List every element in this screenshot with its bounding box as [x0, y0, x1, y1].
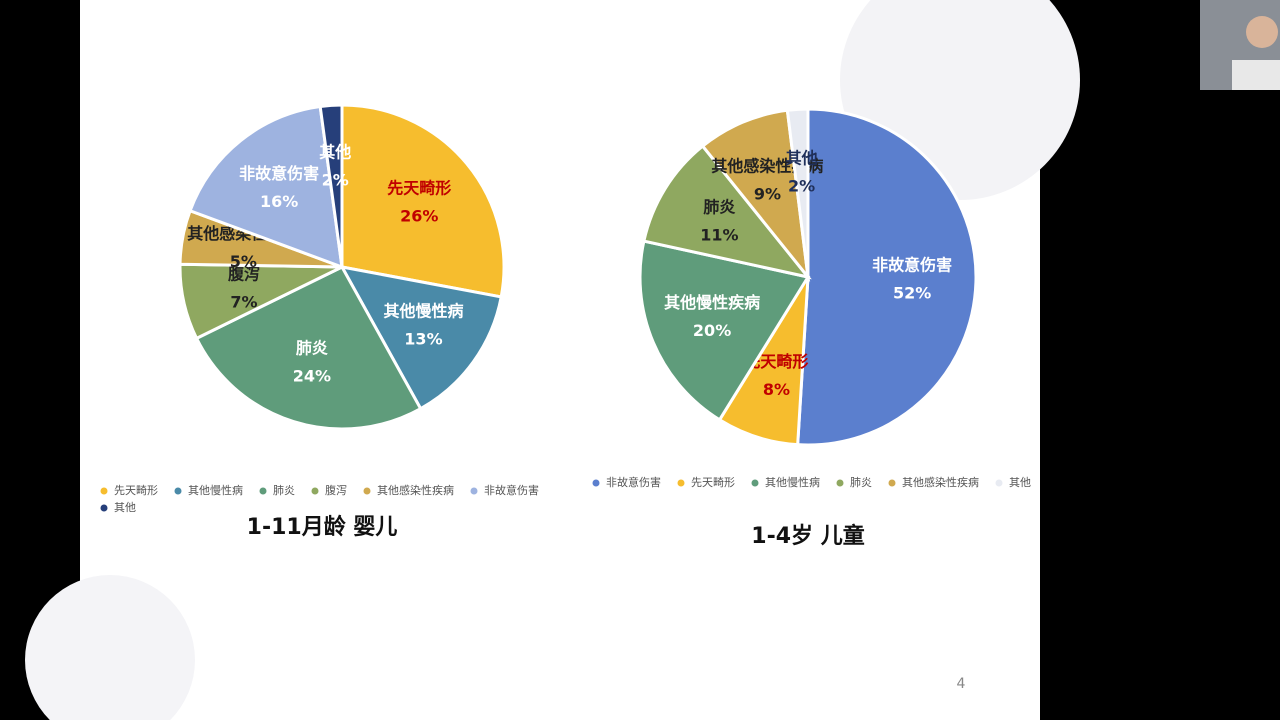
legend-marker: [100, 487, 108, 495]
pie-slice: [340, 103, 506, 299]
legend-text: 其他: [114, 501, 136, 514]
legend-text: 其他慢性病: [765, 475, 820, 489]
slice-label: 肺炎: [703, 198, 735, 217]
slice-label: 腹泻: [228, 264, 260, 283]
slice-label: 肺炎: [296, 338, 328, 357]
legend-marker: [677, 479, 685, 487]
slice-value-label: 7%: [230, 292, 257, 311]
slice-value-label: 11%: [700, 226, 738, 245]
slice-value-label: 24%: [293, 366, 331, 385]
webcam-body: [1232, 60, 1280, 90]
slice-value-label: 2%: [322, 170, 349, 189]
slice-value-label: 2%: [788, 177, 815, 196]
legend-marker: [470, 487, 478, 495]
pie-slice: [785, 107, 810, 278]
decoration: [25, 575, 195, 720]
slice-label: 其他: [319, 142, 351, 161]
slice-value-label: 52%: [893, 284, 931, 303]
pie-slice: [188, 104, 344, 270]
pie-slice: [194, 265, 423, 431]
slice-value-label: 8%: [763, 380, 790, 399]
legend-text: 非故意伤害: [606, 475, 661, 489]
slice-value-label: 9%: [754, 185, 781, 204]
slice-value-label: 16%: [260, 192, 298, 211]
page-number: 4: [957, 676, 966, 692]
legend-text: 其他感染性疾病: [902, 475, 979, 489]
slice-value-label: 20%: [693, 321, 731, 340]
legend-marker: [311, 487, 319, 495]
slice-value-label: 13%: [404, 329, 442, 348]
chart-title: 1-11月龄 婴儿: [247, 514, 398, 540]
pie-slice: [339, 264, 503, 411]
legend-text: 其他感染性疾病: [377, 483, 454, 497]
legend-text: 肺炎: [850, 476, 872, 489]
slice-value-label: 26%: [400, 206, 438, 225]
slice-value-label: 5%: [230, 252, 257, 271]
slice-label: 其他慢性病: [383, 301, 463, 320]
legend-text: 其他慢性病: [188, 483, 243, 497]
pie-slice: [796, 107, 978, 447]
slice-label: 先天畸形: [387, 178, 451, 197]
legend-text: 其他: [1009, 476, 1031, 489]
legend-marker: [592, 479, 600, 487]
legend-marker: [363, 487, 371, 495]
slice-label: 非故意伤害: [872, 256, 952, 275]
slice-label: 其他慢性疾病: [664, 293, 760, 312]
legend-text: 肺炎: [273, 484, 295, 497]
legend-marker: [995, 479, 1003, 487]
pie-slice: [642, 144, 812, 280]
pie-slice: [700, 108, 811, 283]
legend-marker: [836, 479, 844, 487]
pie-slice: [318, 103, 344, 268]
legend-text: 腹泻: [325, 483, 347, 497]
legend-marker: [174, 487, 182, 495]
pie-slice: [638, 239, 811, 422]
legend-text: 非故意伤害: [484, 483, 539, 497]
slice-label: 其他: [786, 149, 818, 168]
legend-marker: [751, 479, 759, 487]
legend-marker: [100, 504, 108, 512]
legend-marker: [888, 479, 896, 487]
webcam-face: [1246, 16, 1278, 48]
legend-text: 先天畸形: [691, 475, 735, 489]
slice-label: 非故意伤害: [239, 164, 319, 183]
legend-marker: [259, 487, 267, 495]
chart-title: 1-4岁 儿童: [751, 523, 864, 549]
legend-text: 先天畸形: [114, 483, 158, 497]
